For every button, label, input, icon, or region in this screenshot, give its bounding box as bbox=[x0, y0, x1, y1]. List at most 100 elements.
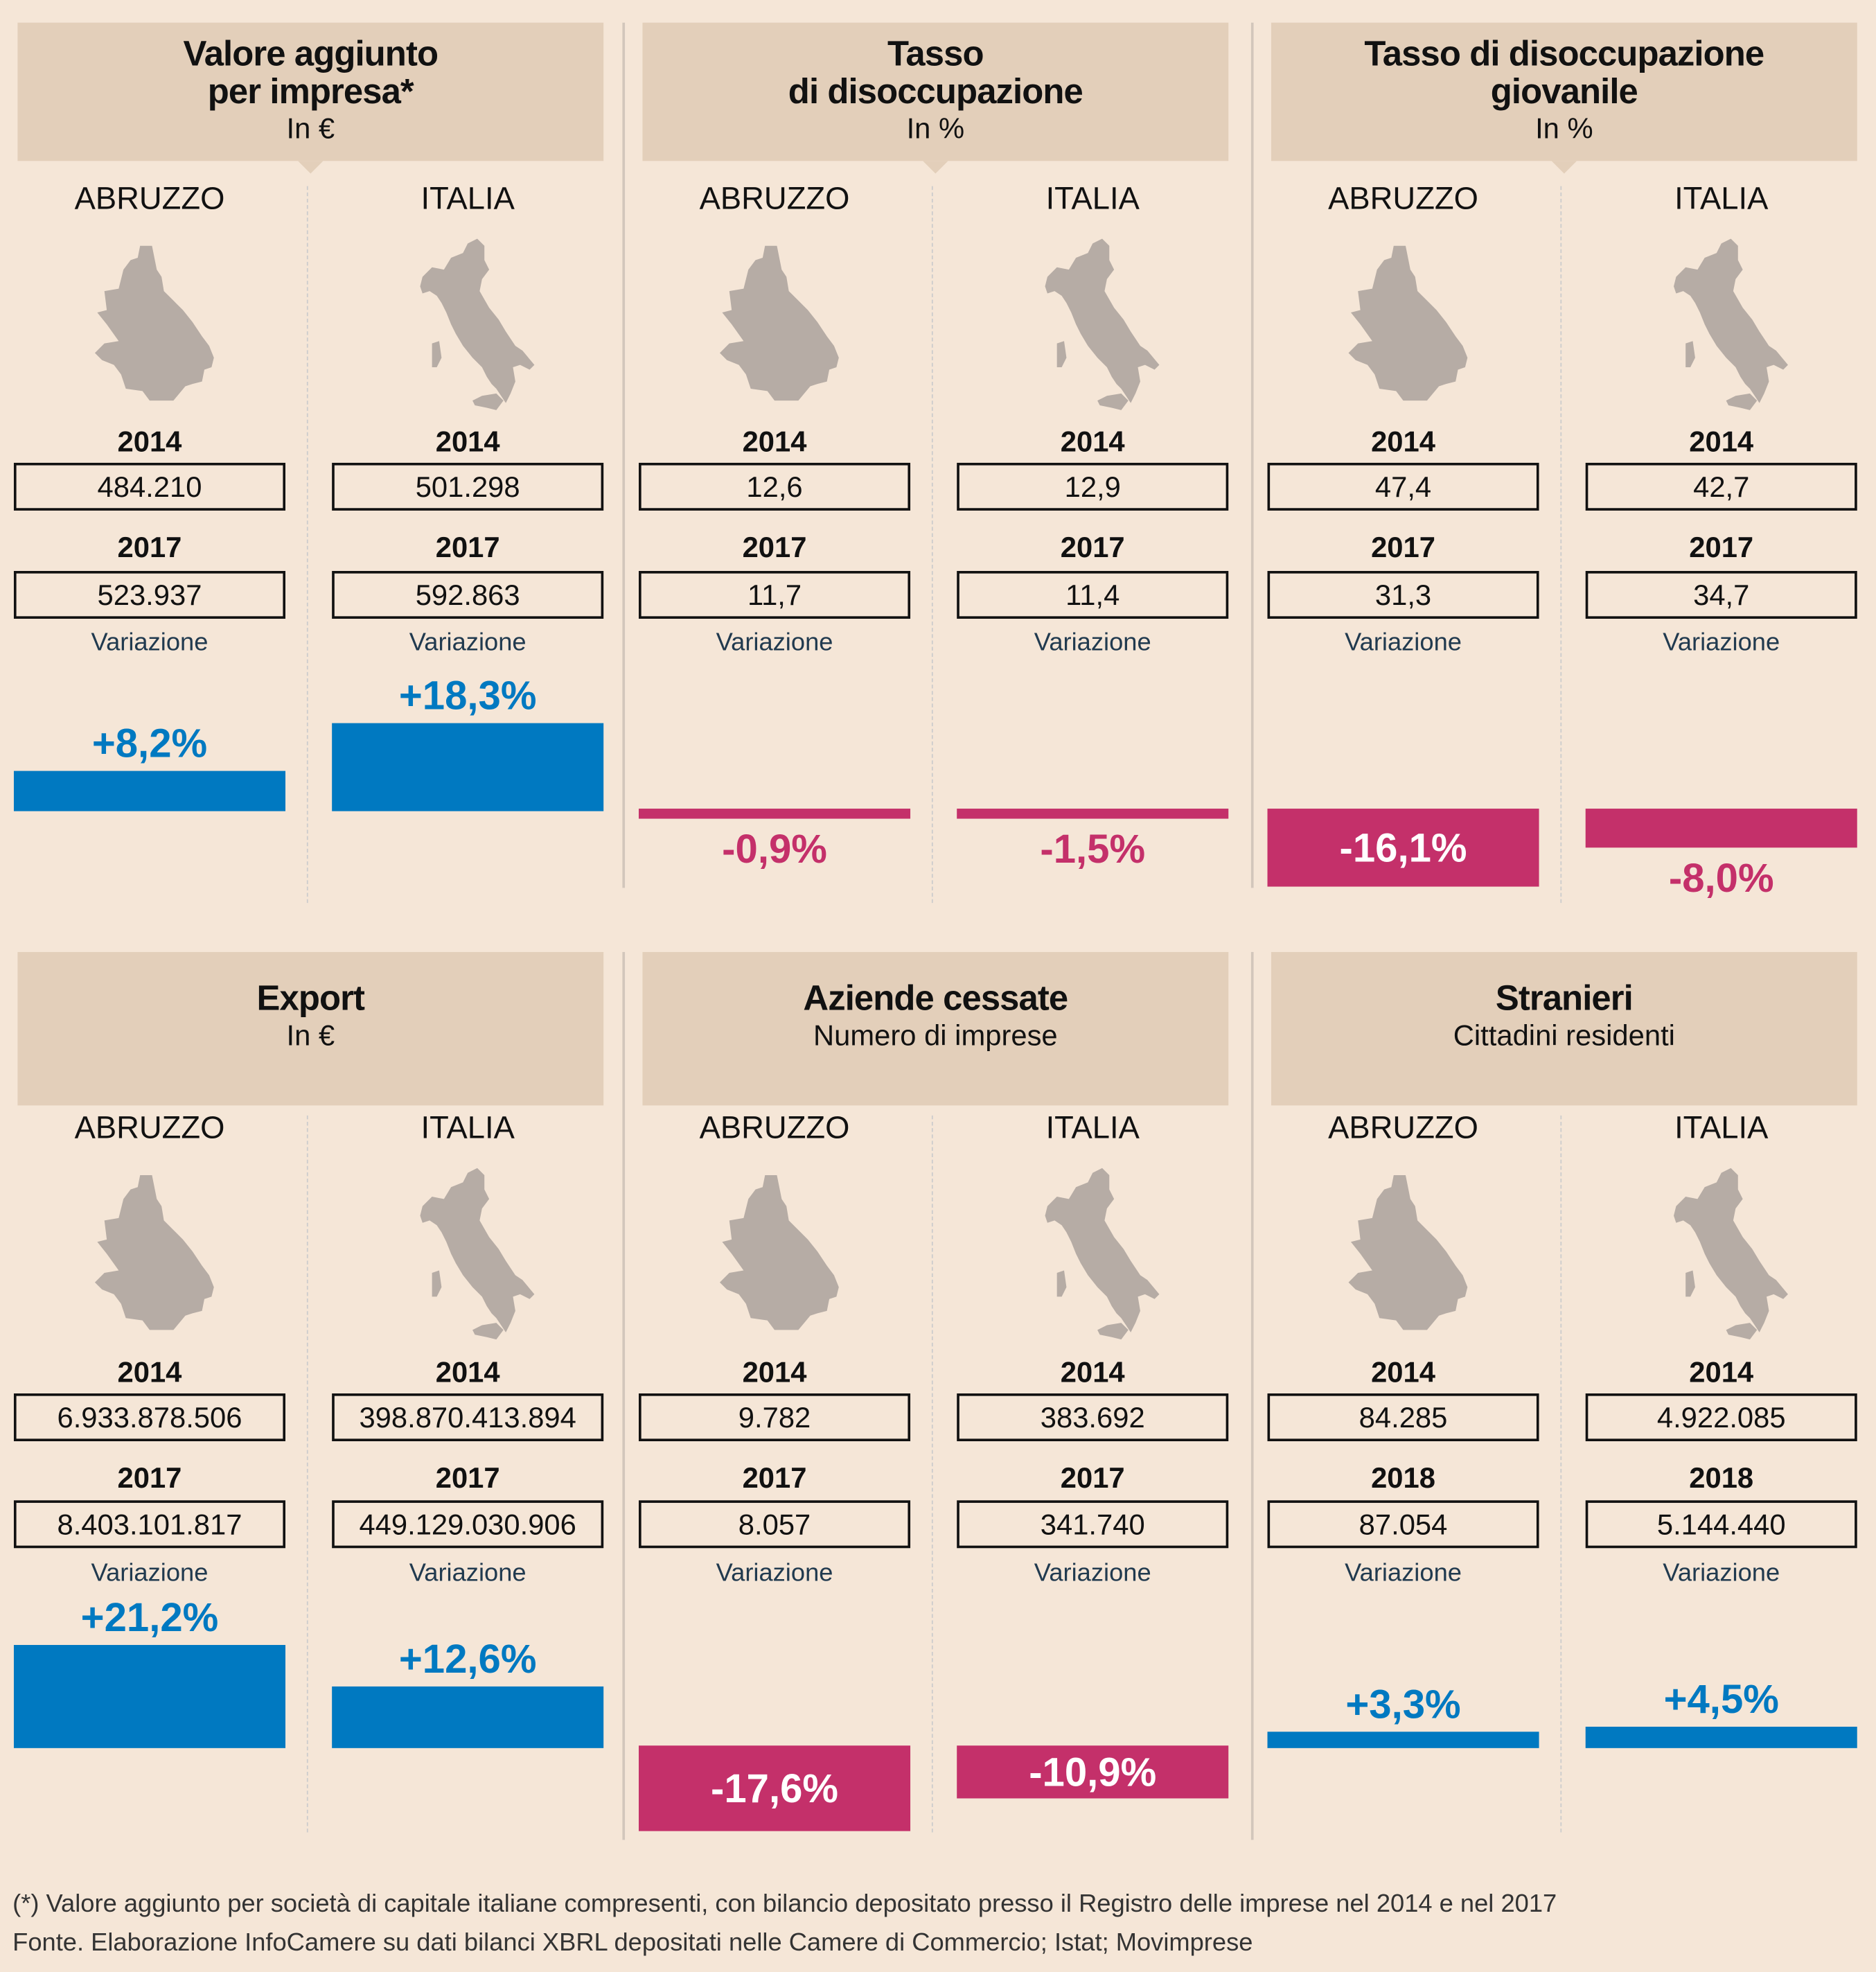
region-column: ITALIA 2014 383.692 2017 341.740 Variazione -1… bbox=[957, 952, 1229, 1833]
abruzzo-map-icon bbox=[74, 234, 225, 413]
header-pointer bbox=[298, 1090, 324, 1103]
year-label: 2014 bbox=[435, 425, 500, 458]
variation-bar bbox=[639, 809, 911, 819]
header-pointer bbox=[923, 161, 948, 174]
panel-header: Tasso di disoccupazione giovanile In % bbox=[1271, 22, 1857, 161]
region-label: ABRUZZO bbox=[74, 1110, 225, 1146]
variation-bar bbox=[1267, 1732, 1539, 1748]
variation-bar bbox=[1585, 1726, 1857, 1748]
year-label: 2017 bbox=[117, 1461, 182, 1495]
year-label: 2014 bbox=[742, 1355, 807, 1389]
region-column: ITALIA 2014 398.870.413.894 2017 449.129.030… bbox=[332, 952, 604, 1833]
variation-value: +18,3% bbox=[398, 672, 537, 718]
variation-label: Variazione bbox=[1034, 628, 1151, 657]
panel-subtitle: In € bbox=[286, 112, 335, 145]
variation-bar bbox=[332, 722, 604, 811]
column-divider bbox=[1560, 1115, 1562, 1833]
abruzzo-map-icon bbox=[699, 234, 850, 413]
region-label: ABRUZZO bbox=[699, 1110, 850, 1146]
italy-map-icon bbox=[1646, 1163, 1797, 1342]
region-column: ABRUZZO 2014 9.782 2017 8.057 Variazione -17,6… bbox=[639, 952, 911, 1833]
variation-value: +3,3% bbox=[1345, 1682, 1461, 1727]
value-end: 8.057 bbox=[639, 1500, 911, 1549]
header-pointer bbox=[298, 161, 324, 174]
variation-bar bbox=[332, 1687, 604, 1748]
panel-header: Valore aggiunto per impresa* In € bbox=[17, 22, 604, 161]
panel-divider bbox=[622, 951, 626, 1840]
value-start: 84.285 bbox=[1267, 1393, 1539, 1441]
panel-subtitle: In % bbox=[906, 112, 965, 145]
region-column: ABRUZZO 2014 6.933.878.506 2017 8.403.101.81… bbox=[13, 952, 286, 1833]
year-label: 2017 bbox=[435, 530, 500, 564]
italy-map-icon bbox=[392, 1163, 543, 1342]
panel-title-line: Valore aggiunto bbox=[183, 34, 439, 73]
variation-label: Variazione bbox=[1034, 1559, 1151, 1587]
region-column: ABRUZZO 2014 84.285 2018 87.054 Variazione +3,… bbox=[1267, 952, 1539, 1833]
year-label: 2017 bbox=[117, 530, 182, 564]
panel-title-line: Export bbox=[256, 978, 365, 1018]
abruzzo-map-icon bbox=[74, 1163, 225, 1342]
abruzzo-map-icon bbox=[1328, 234, 1479, 413]
variation-value: -17,6% bbox=[711, 1766, 839, 1811]
header-pointer bbox=[923, 1090, 948, 1103]
variation-value: -1,5% bbox=[1040, 826, 1146, 872]
value-start: 9.782 bbox=[639, 1393, 911, 1441]
value-start: 12,6 bbox=[639, 462, 911, 511]
value-start: 501.298 bbox=[332, 462, 604, 511]
panel-subtitle: Numero di imprese bbox=[813, 1019, 1058, 1052]
variation-label: Variazione bbox=[1663, 628, 1780, 657]
region-label: ABRUZZO bbox=[74, 181, 225, 217]
variation-value: +4,5% bbox=[1663, 1675, 1779, 1722]
year-label: 2017 bbox=[742, 1461, 807, 1495]
value-start: 484.210 bbox=[13, 462, 286, 511]
chart-panel: Aziende cessate Numero di imprese ABRUZZO 2… bbox=[639, 951, 1229, 1833]
panel-title-line: di disoccupazione bbox=[788, 71, 1083, 111]
region-label: ABRUZZO bbox=[699, 181, 850, 217]
column-divider bbox=[306, 186, 308, 904]
panel-divider bbox=[622, 22, 626, 888]
value-end: 11,7 bbox=[639, 571, 911, 619]
value-start: 6.933.878.506 bbox=[13, 1393, 286, 1441]
year-label: 2014 bbox=[1060, 425, 1125, 458]
variation-label: Variazione bbox=[91, 1559, 209, 1587]
year-label: 2014 bbox=[117, 1355, 182, 1389]
panel-divider bbox=[1250, 22, 1254, 888]
variation-value: -0,9% bbox=[722, 826, 827, 872]
abruzzo-map-icon bbox=[699, 1163, 850, 1342]
year-label: 2014 bbox=[742, 425, 807, 458]
variation-bar bbox=[957, 1745, 1229, 1799]
panel-subtitle: In € bbox=[286, 1019, 335, 1052]
abruzzo-map-icon bbox=[1328, 1163, 1479, 1342]
value-end: 5.144.440 bbox=[1585, 1500, 1857, 1549]
variation-label: Variazione bbox=[1345, 1559, 1462, 1587]
variation-value: -10,9% bbox=[1029, 1749, 1157, 1795]
value-end: 87.054 bbox=[1267, 1500, 1539, 1549]
variation-bar bbox=[1585, 809, 1857, 847]
footnote: (*) Valore aggiunto per società di capit… bbox=[12, 1890, 1557, 1918]
value-start: 47,4 bbox=[1267, 462, 1539, 511]
region-column: ABRUZZO 2014 484.210 2017 523.937 Variazione +… bbox=[13, 23, 286, 904]
year-label: 2014 bbox=[1371, 1355, 1435, 1389]
column-divider bbox=[306, 1115, 308, 1833]
variation-label: Variazione bbox=[91, 628, 209, 657]
region-column: ITALIA 2014 4.922.085 2018 5.144.440 Variazio… bbox=[1585, 952, 1857, 1833]
value-end: 11,4 bbox=[957, 571, 1229, 619]
variation-value: +12,6% bbox=[398, 1637, 537, 1682]
value-end: 523.937 bbox=[13, 571, 286, 619]
year-label: 2017 bbox=[742, 530, 807, 564]
panel-subtitle: In % bbox=[1535, 112, 1593, 145]
italy-map-icon bbox=[392, 234, 543, 413]
year-label: 2017 bbox=[1689, 530, 1754, 564]
header-pointer bbox=[1551, 1090, 1577, 1103]
year-label: 2014 bbox=[435, 1355, 500, 1389]
region-label: ITALIA bbox=[421, 1110, 515, 1146]
header-pointer bbox=[1551, 161, 1577, 174]
panel-header: Aziende cessate Numero di imprese bbox=[642, 951, 1229, 1106]
value-start: 398.870.413.894 bbox=[332, 1393, 604, 1441]
year-label: 2014 bbox=[117, 425, 182, 458]
year-label: 2018 bbox=[1689, 1461, 1754, 1495]
column-divider bbox=[931, 1115, 933, 1833]
year-label: 2017 bbox=[435, 1461, 500, 1495]
panel-title-line: Aziende cessate bbox=[803, 978, 1068, 1018]
